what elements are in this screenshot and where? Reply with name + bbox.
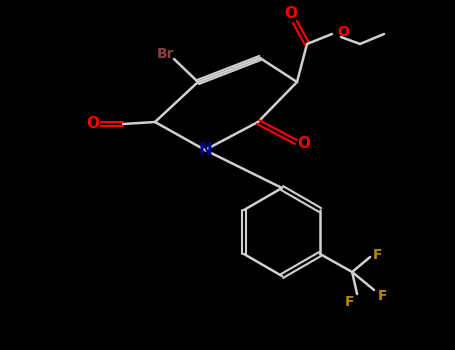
Text: F: F <box>377 289 387 303</box>
Text: O: O <box>337 25 349 39</box>
Text: Br: Br <box>157 47 175 61</box>
Text: N: N <box>198 141 212 159</box>
Text: O: O <box>86 117 100 132</box>
Text: F: F <box>344 295 354 309</box>
Text: O: O <box>284 6 298 21</box>
Text: F: F <box>372 248 382 262</box>
Text: O: O <box>298 136 310 152</box>
